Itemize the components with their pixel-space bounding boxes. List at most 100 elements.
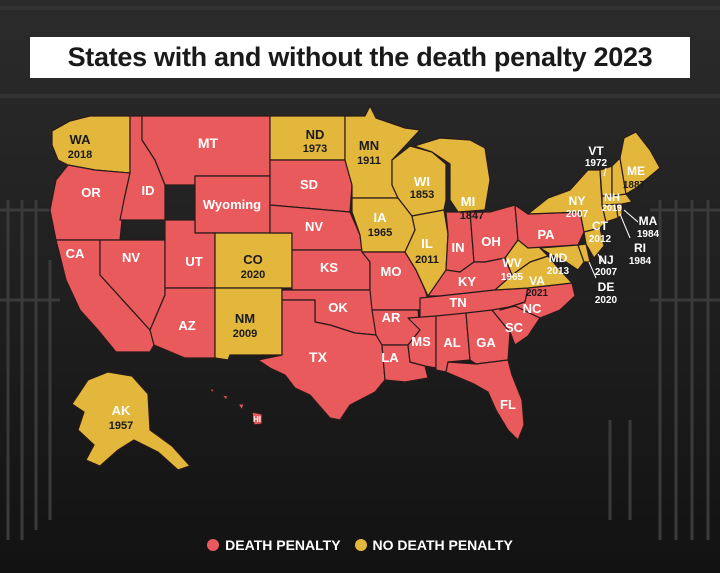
state-or xyxy=(49,164,131,241)
label-co-year: 2020 xyxy=(241,269,265,281)
label-ct-year: 2012 xyxy=(589,234,612,245)
label-fl: FL xyxy=(500,397,516,412)
label-az: AZ xyxy=(178,318,195,333)
label-va-year: 2021 xyxy=(526,288,549,299)
state-ak xyxy=(71,371,191,471)
label-nm: NM xyxy=(235,311,255,326)
legend-label-death-penalty: DEATH PENALTY xyxy=(225,537,341,553)
label-ks: KS xyxy=(320,260,338,275)
map-legend: DEATH PENALTY NO DEATH PENALTY xyxy=(0,533,720,557)
label-me-year: 1887 xyxy=(623,180,646,191)
label-sd: SD xyxy=(300,177,318,192)
label-ak-year: 1957 xyxy=(109,420,133,432)
label-mi-year: 1847 xyxy=(460,210,484,222)
label-wa: WA xyxy=(70,132,92,147)
state-tx xyxy=(257,299,386,421)
label-mt: MT xyxy=(198,135,219,151)
state-nm xyxy=(214,287,283,361)
label-mo: MO xyxy=(381,264,402,279)
legend-item-death-penalty: DEATH PENALTY xyxy=(207,537,341,553)
label-ct: CT xyxy=(592,219,609,233)
label-tx: TX xyxy=(309,349,328,365)
label-hi: HI xyxy=(253,415,261,424)
label-ok: OK xyxy=(328,300,348,315)
label-wv-year: 1965 xyxy=(501,272,524,283)
label-nd-year: 1973 xyxy=(303,143,327,155)
state-fl xyxy=(445,359,525,441)
legend-item-no-death-penalty: NO DEATH PENALTY xyxy=(354,537,513,553)
label-pa: PA xyxy=(537,227,555,242)
legend-swatch-death-penalty xyxy=(207,539,220,551)
label-nj-year: 2007 xyxy=(595,267,618,278)
label-mi: MI xyxy=(461,194,475,209)
ceiling-beams xyxy=(0,6,720,98)
label-ne: NV xyxy=(305,219,323,234)
left-cell-bars xyxy=(0,200,60,540)
label-la: LA xyxy=(381,350,399,365)
label-md-year: 2013 xyxy=(547,266,570,277)
label-me: ME xyxy=(627,164,645,178)
label-ky: KY xyxy=(458,274,476,289)
label-tn: TN xyxy=(449,295,466,310)
state-mi xyxy=(413,137,491,213)
label-or: OR xyxy=(81,185,101,200)
label-ia-year: 1965 xyxy=(368,227,392,239)
label-ri-year: 1984 xyxy=(629,256,652,267)
state-wi xyxy=(391,145,447,217)
state-de xyxy=(577,243,591,263)
label-oh: OH xyxy=(481,234,501,249)
label-wi-year: 1853 xyxy=(410,189,434,201)
label-ca: CA xyxy=(66,246,85,261)
label-nv: NV xyxy=(122,250,140,265)
label-nm-year: 2009 xyxy=(233,328,257,340)
state-wa xyxy=(51,115,131,174)
label-de: DE xyxy=(598,280,615,294)
label-sc: SC xyxy=(505,320,524,335)
label-ms: MS xyxy=(411,334,431,349)
label-md: MD xyxy=(549,251,568,265)
legend-swatch-no-death-penalty xyxy=(354,539,367,551)
label-mn: MN xyxy=(359,138,379,153)
state-hi xyxy=(209,387,263,426)
right-cell-bars xyxy=(608,200,720,540)
state-labels: WA 2018 OR CA ID NV MT Wyoming UT AZ CO … xyxy=(66,127,660,432)
label-nd: ND xyxy=(306,127,325,142)
label-de-year: 2020 xyxy=(595,295,618,306)
label-vt: VT xyxy=(588,144,604,158)
label-nj: NJ xyxy=(598,253,613,267)
label-ut: UT xyxy=(185,254,202,269)
state-nj xyxy=(583,227,605,259)
label-nh-year: 2019 xyxy=(602,203,622,213)
label-wy: Wyoming xyxy=(203,197,261,212)
label-ri: RI xyxy=(634,241,646,255)
label-ny: NY xyxy=(569,194,586,208)
label-nh: NH xyxy=(604,192,620,204)
label-ma: MA xyxy=(639,214,658,228)
label-wv: WV xyxy=(502,256,521,270)
legend-label-no-death-penalty: NO DEATH PENALTY xyxy=(372,537,513,553)
state-sd xyxy=(269,159,353,213)
label-il: IL xyxy=(421,236,433,251)
label-va: VA xyxy=(529,274,545,288)
label-vt-year: 1972 xyxy=(585,158,608,169)
label-il-year: 2011 xyxy=(415,254,439,266)
label-ak: AK xyxy=(112,403,131,418)
label-ar: AR xyxy=(382,310,401,325)
label-wi: WI xyxy=(414,174,430,189)
title-banner: States with and without the death penalt… xyxy=(30,37,690,78)
label-ia: IA xyxy=(374,210,388,225)
label-nc: NC xyxy=(523,301,542,316)
state-nc xyxy=(499,282,576,319)
page-title: States with and without the death penalt… xyxy=(67,42,653,72)
label-co: CO xyxy=(243,252,263,267)
label-ma-year: 1984 xyxy=(637,229,660,240)
label-in: IN xyxy=(452,240,465,255)
label-wa-year: 2018 xyxy=(68,149,92,161)
label-al: AL xyxy=(443,335,460,350)
label-id: ID xyxy=(142,183,155,198)
northeast-leader-lines xyxy=(588,167,639,279)
label-ga: GA xyxy=(476,335,496,350)
label-ny-year: 2007 xyxy=(566,209,589,220)
